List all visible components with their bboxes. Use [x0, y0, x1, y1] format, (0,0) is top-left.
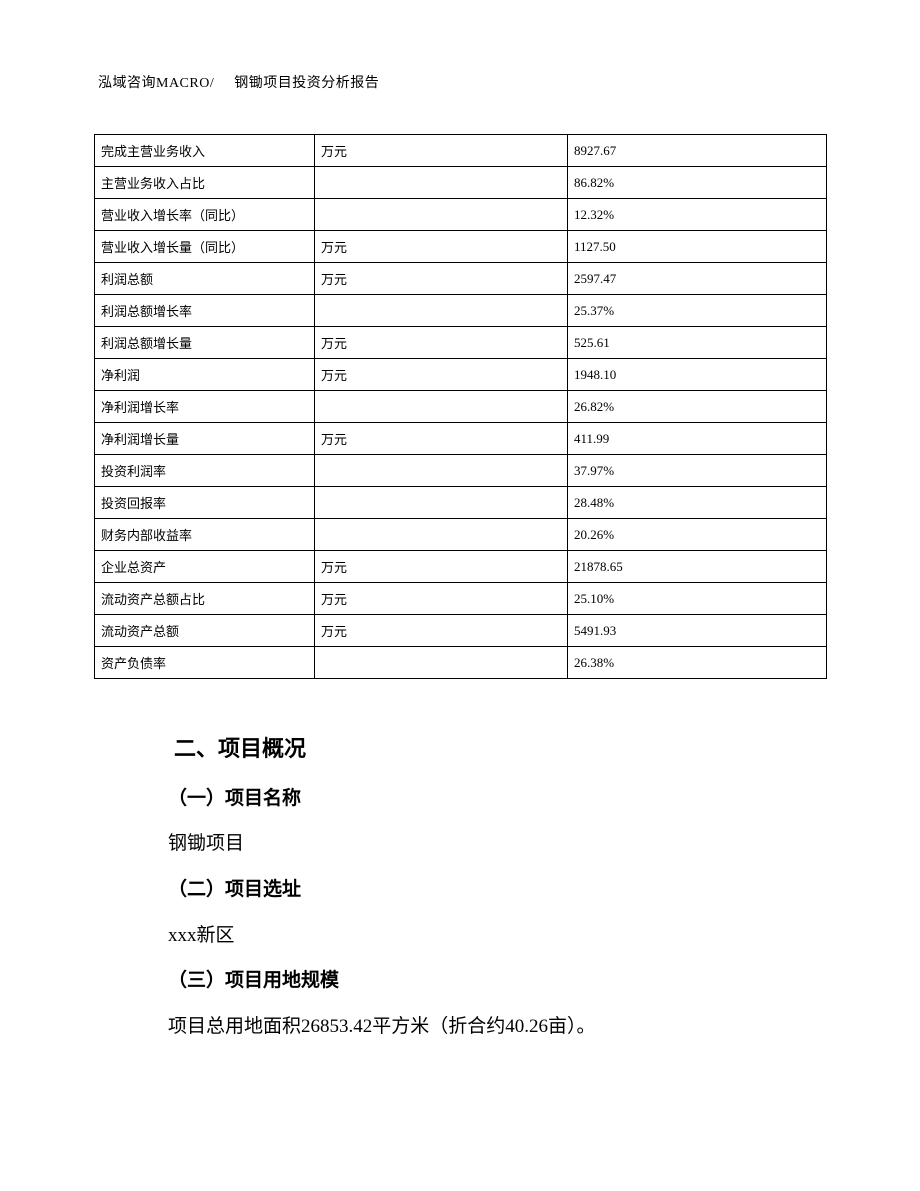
metric-label: 净利润增长量 — [95, 423, 315, 455]
table-row: 流动资产总额占比万元25.10% — [95, 583, 827, 615]
metric-value: 525.61 — [568, 327, 827, 359]
metric-label: 净利润 — [95, 359, 315, 391]
metric-value: 21878.65 — [568, 551, 827, 583]
metric-label: 资产负债率 — [95, 647, 315, 679]
metric-label: 利润总额增长率 — [95, 295, 315, 327]
table-row: 投资回报率 28.48% — [95, 487, 827, 519]
metric-label: 主营业务收入占比 — [95, 167, 315, 199]
document-page: 泓域咨询MACRO/钢锄项目投资分析报告 完成主营业务收入万元8927.67主营… — [0, 0, 920, 1191]
metric-unit — [315, 487, 568, 519]
metric-value: 25.10% — [568, 583, 827, 615]
subsection-heading-location: （二）项目选址 — [130, 867, 790, 913]
table-row: 主营业务收入占比 86.82% — [95, 167, 827, 199]
financial-table: 完成主营业务收入万元8927.67主营业务收入占比86.82%营业收入增长率（同… — [94, 134, 827, 679]
metric-label: 流动资产总额占比 — [95, 583, 315, 615]
table-row: 净利润万元1948.10 — [95, 359, 827, 391]
header-title: 钢锄项目投资分析报告 — [234, 76, 379, 91]
financial-table-body: 完成主营业务收入万元8927.67主营业务收入占比86.82%营业收入增长率（同… — [95, 135, 827, 679]
table-row: 企业总资产万元21878.65 — [95, 551, 827, 583]
header-company: 泓域咨询MACRO/ — [98, 76, 214, 91]
metric-value: 411.99 — [568, 423, 827, 455]
metric-unit: 万元 — [315, 583, 568, 615]
project-location-text: xxx新区 — [130, 913, 790, 959]
metric-value: 2597.47 — [568, 263, 827, 295]
metric-unit: 万元 — [315, 231, 568, 263]
metric-value: 26.82% — [568, 391, 827, 423]
metric-unit — [315, 167, 568, 199]
metric-label: 投资回报率 — [95, 487, 315, 519]
metric-label: 利润总额增长量 — [95, 327, 315, 359]
section-heading-overview: 二、项目概况 — [130, 723, 790, 776]
metric-label: 企业总资产 — [95, 551, 315, 583]
table-row: 营业收入增长量（同比）万元1127.50 — [95, 231, 827, 263]
metric-value: 8927.67 — [568, 135, 827, 167]
table-row: 流动资产总额万元5491.93 — [95, 615, 827, 647]
metric-label: 流动资产总额 — [95, 615, 315, 647]
metric-label: 营业收入增长量（同比） — [95, 231, 315, 263]
metric-unit: 万元 — [315, 551, 568, 583]
metric-value: 86.82% — [568, 167, 827, 199]
table-row: 营业收入增长率（同比） 12.32% — [95, 199, 827, 231]
metric-unit — [315, 295, 568, 327]
table-row: 净利润增长率 26.82% — [95, 391, 827, 423]
table-row: 净利润增长量万元411.99 — [95, 423, 827, 455]
metric-unit — [315, 199, 568, 231]
metric-value: 25.37% — [568, 295, 827, 327]
subsection-heading-land: （三）项目用地规模 — [130, 958, 790, 1004]
metric-label: 营业收入增长率（同比） — [95, 199, 315, 231]
metric-value: 12.32% — [568, 199, 827, 231]
metric-value: 20.26% — [568, 519, 827, 551]
subsection-heading-name: （一）项目名称 — [130, 776, 790, 822]
metric-value: 5491.93 — [568, 615, 827, 647]
metric-label: 投资利润率 — [95, 455, 315, 487]
table-row: 投资利润率 37.97% — [95, 455, 827, 487]
metric-unit: 万元 — [315, 423, 568, 455]
body-text: 二、项目概况 （一）项目名称 钢锄项目 （二）项目选址 xxx新区 （三）项目用… — [94, 723, 826, 1049]
metric-label: 完成主营业务收入 — [95, 135, 315, 167]
metric-value: 1127.50 — [568, 231, 827, 263]
table-row: 资产负债率 26.38% — [95, 647, 827, 679]
metric-unit — [315, 519, 568, 551]
metric-unit: 万元 — [315, 359, 568, 391]
table-row: 完成主营业务收入万元8927.67 — [95, 135, 827, 167]
metric-unit: 万元 — [315, 135, 568, 167]
project-land-text: 项目总用地面积26853.42平方米（折合约40.26亩）。 — [130, 1004, 790, 1050]
metric-label: 财务内部收益率 — [95, 519, 315, 551]
table-row: 利润总额万元2597.47 — [95, 263, 827, 295]
metric-value: 28.48% — [568, 487, 827, 519]
metric-label: 净利润增长率 — [95, 391, 315, 423]
project-name-text: 钢锄项目 — [130, 821, 790, 867]
metric-unit — [315, 455, 568, 487]
metric-value: 37.97% — [568, 455, 827, 487]
metric-unit — [315, 647, 568, 679]
metric-value: 1948.10 — [568, 359, 827, 391]
metric-value: 26.38% — [568, 647, 827, 679]
metric-unit — [315, 391, 568, 423]
table-row: 利润总额增长率 25.37% — [95, 295, 827, 327]
metric-label: 利润总额 — [95, 263, 315, 295]
metric-unit: 万元 — [315, 327, 568, 359]
page-header: 泓域咨询MACRO/钢锄项目投资分析报告 — [98, 72, 826, 92]
metric-unit: 万元 — [315, 263, 568, 295]
table-row: 财务内部收益率 20.26% — [95, 519, 827, 551]
table-row: 利润总额增长量万元525.61 — [95, 327, 827, 359]
metric-unit: 万元 — [315, 615, 568, 647]
